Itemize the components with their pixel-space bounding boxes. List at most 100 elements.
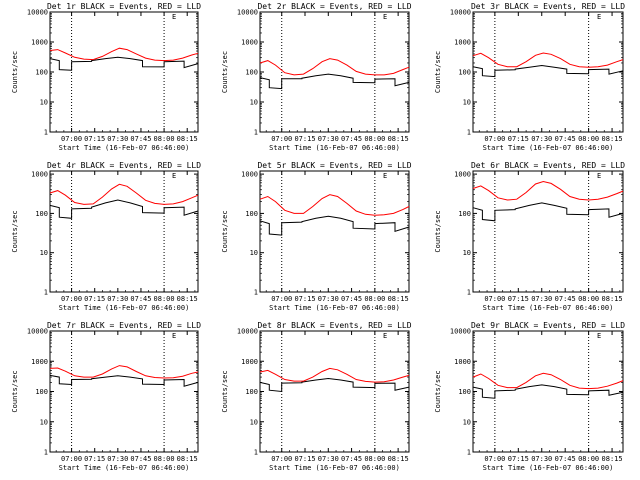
chart-3-series-lld-line: [472, 52, 624, 68]
chart-6-series-events-line: [472, 202, 624, 222]
chart-6-y-tick-label: 1000: [454, 171, 471, 179]
chart-4-y-tick-label: 1: [44, 289, 48, 297]
chart-9-y-tick-label: 10000: [450, 328, 471, 336]
chart-6-y-tick-label: 100: [458, 210, 471, 218]
chart-6-x-tick-label: 08:15: [602, 295, 623, 303]
chart-2-title: Det 2r BLACK = Events, RED = LLD: [257, 2, 411, 11]
chart-5-series-lld-line: [259, 194, 410, 216]
chart-3-y-tick-label: 1000: [454, 39, 471, 47]
chart-5-y-tick-label: 1000: [241, 171, 258, 179]
chart-9-x-tick-label: 07:00: [484, 455, 505, 463]
chart-6-corner-label: E: [597, 172, 601, 180]
chart-2-series-lld-line: [259, 58, 410, 76]
chart-2-x-tick-label: 07:00: [271, 135, 292, 143]
chart-9-panel: Det 9r BLACK = Events, RED = LLD E 1 10 100 1…: [434, 321, 625, 472]
chart-5-x-axis-label: Start Time (16-Feb-07 06:46:00): [269, 304, 400, 312]
chart-9-series-events-line: [472, 384, 624, 399]
chart-5-corner-label: E: [383, 172, 387, 180]
chart-5-x-tick-label: 07:15: [294, 295, 315, 303]
chart-9-y-tick-label: 10: [463, 418, 471, 426]
chart-4-x-tick-label: 07:30: [107, 295, 128, 303]
chart-5-title: Det 5r BLACK = Events, RED = LLD: [257, 161, 411, 170]
chart-4-corner-label: E: [172, 172, 176, 180]
chart-2-panel: Det 2r BLACK = Events, RED = LLD E 1 10 100 1…: [221, 2, 412, 152]
chart-1-panel: Det 1r BLACK = Events, RED = LLD E 1 10 100 1…: [11, 2, 201, 152]
chart-3-x-tick-label: 07:00: [484, 135, 505, 143]
chart-2-x-axis-label: Start Time (16-Feb-07 06:46:00): [269, 144, 400, 152]
chart-8-corner-label: E: [383, 332, 387, 340]
chart-2-y-tick-label: 10: [250, 99, 258, 107]
chart-3-x-tick-label: 08:00: [578, 135, 599, 143]
chart-1-x-tick-label: 07:30: [107, 135, 128, 143]
chart-1-x-tick-label: 07:45: [130, 135, 151, 143]
chart-6-x-tick-label: 07:15: [508, 295, 529, 303]
chart-9-x-tick-label: 07:15: [508, 455, 529, 463]
chart-2-corner-label: E: [383, 13, 387, 21]
chart-8-x-tick-label: 08:15: [388, 455, 409, 463]
chart-2-y-axis-label: Counts/sec: [221, 51, 229, 93]
chart-8-y-axis-label: Counts/sec: [221, 370, 229, 412]
chart-1-x-tick-label: 07:00: [61, 135, 82, 143]
chart-5-x-tick-label: 07:45: [341, 295, 362, 303]
chart-4-series-events-line: [49, 199, 199, 219]
chart-5-x-tick-label: 08:15: [388, 295, 409, 303]
chart-1-y-tick-label: 10000: [27, 9, 48, 17]
chart-8-y-tick-label: 10: [250, 418, 258, 426]
chart-1-y-tick-label: 100: [35, 69, 48, 77]
chart-6-axes-frame: [472, 170, 624, 293]
chart-8-panel: Det 8r BLACK = Events, RED = LLD E 1 10 100 1…: [221, 321, 412, 472]
chart-3-panel: Det 3r BLACK = Events, RED = LLD E 1 10 100 1…: [434, 2, 625, 152]
chart-7-x-tick-label: 08:15: [177, 455, 198, 463]
chart-8-y-tick-label: 100: [245, 388, 258, 396]
chart-9-y-tick-label: 1: [467, 449, 471, 457]
chart-3-x-tick-label: 08:15: [602, 135, 623, 143]
chart-5-y-axis-label: Counts/sec: [221, 210, 229, 252]
chart-7-x-tick-label: 07:45: [130, 455, 151, 463]
chart-7-title: Det 7r BLACK = Events, RED = LLD: [47, 321, 201, 330]
chart-1-x-tick-label: 07:15: [84, 135, 105, 143]
chart-3-y-tick-label: 1: [467, 129, 471, 137]
chart-7-x-axis-label: Start Time (16-Feb-07 06:46:00): [59, 464, 190, 472]
chart-2-y-tick-label: 1000: [241, 39, 258, 47]
chart-9-x-tick-label: 08:15: [602, 455, 623, 463]
chart-6-series-lld-line: [472, 180, 624, 201]
chart-7-x-tick-label: 07:30: [107, 455, 128, 463]
chart-5-y-tick-label: 10: [250, 249, 258, 257]
chart-4-series-lld-line: [49, 183, 199, 205]
chart-3-y-axis-label: Counts/sec: [434, 51, 442, 93]
chart-4-y-tick-label: 100: [35, 210, 48, 218]
chart-6-x-tick-label: 07:30: [531, 295, 552, 303]
chart-7-y-tick-label: 1: [44, 449, 48, 457]
chart-4-y-tick-label: 10: [40, 249, 48, 257]
chart-8-series-events-line: [259, 377, 410, 393]
chart-4-panel: Det 4r BLACK = Events, RED = LLD E 1 10 100 1…: [11, 161, 201, 312]
chart-9-y-tick-label: 1000: [454, 358, 471, 366]
chart-1-series-events-line: [49, 56, 199, 71]
chart-4-title: Det 4r BLACK = Events, RED = LLD: [47, 161, 201, 170]
chart-4-y-axis-label: Counts/sec: [11, 210, 19, 252]
chart-3-y-tick-label: 10: [463, 99, 471, 107]
chart-7-panel: Det 7r BLACK = Events, RED = LLD E 1 10 100 1…: [11, 321, 201, 472]
chart-6-x-tick-label: 08:00: [578, 295, 599, 303]
chart-1-title: Det 1r BLACK = Events, RED = LLD: [47, 2, 201, 11]
chart-5-x-tick-label: 07:30: [318, 295, 339, 303]
chart-4-x-tick-label: 07:45: [130, 295, 151, 303]
chart-5-series-events-line: [259, 215, 410, 236]
chart-8-series-lld-line: [259, 367, 410, 383]
chart-6-x-axis-label: Start Time (16-Feb-07 06:46:00): [483, 304, 614, 312]
chart-2-y-tick-label: 1: [254, 129, 258, 137]
chart-7-y-tick-label: 10000: [27, 328, 48, 336]
chart-6-y-tick-label: 10: [463, 249, 471, 257]
chart-8-x-tick-label: 07:00: [271, 455, 292, 463]
chart-3-x-tick-label: 07:15: [508, 135, 529, 143]
chart-8-x-tick-label: 07:30: [318, 455, 339, 463]
chart-1-corner-label: E: [172, 13, 176, 21]
chart-1-y-tick-label: 1000: [31, 39, 48, 47]
chart-6-x-tick-label: 07:00: [484, 295, 505, 303]
chart-5-x-tick-label: 07:00: [271, 295, 292, 303]
chart-5-axes-frame: [259, 170, 410, 293]
chart-6-y-axis-label: Counts/sec: [434, 210, 442, 252]
chart-9-x-tick-label: 08:00: [578, 455, 599, 463]
chart-7-series-lld-line: [49, 365, 199, 379]
